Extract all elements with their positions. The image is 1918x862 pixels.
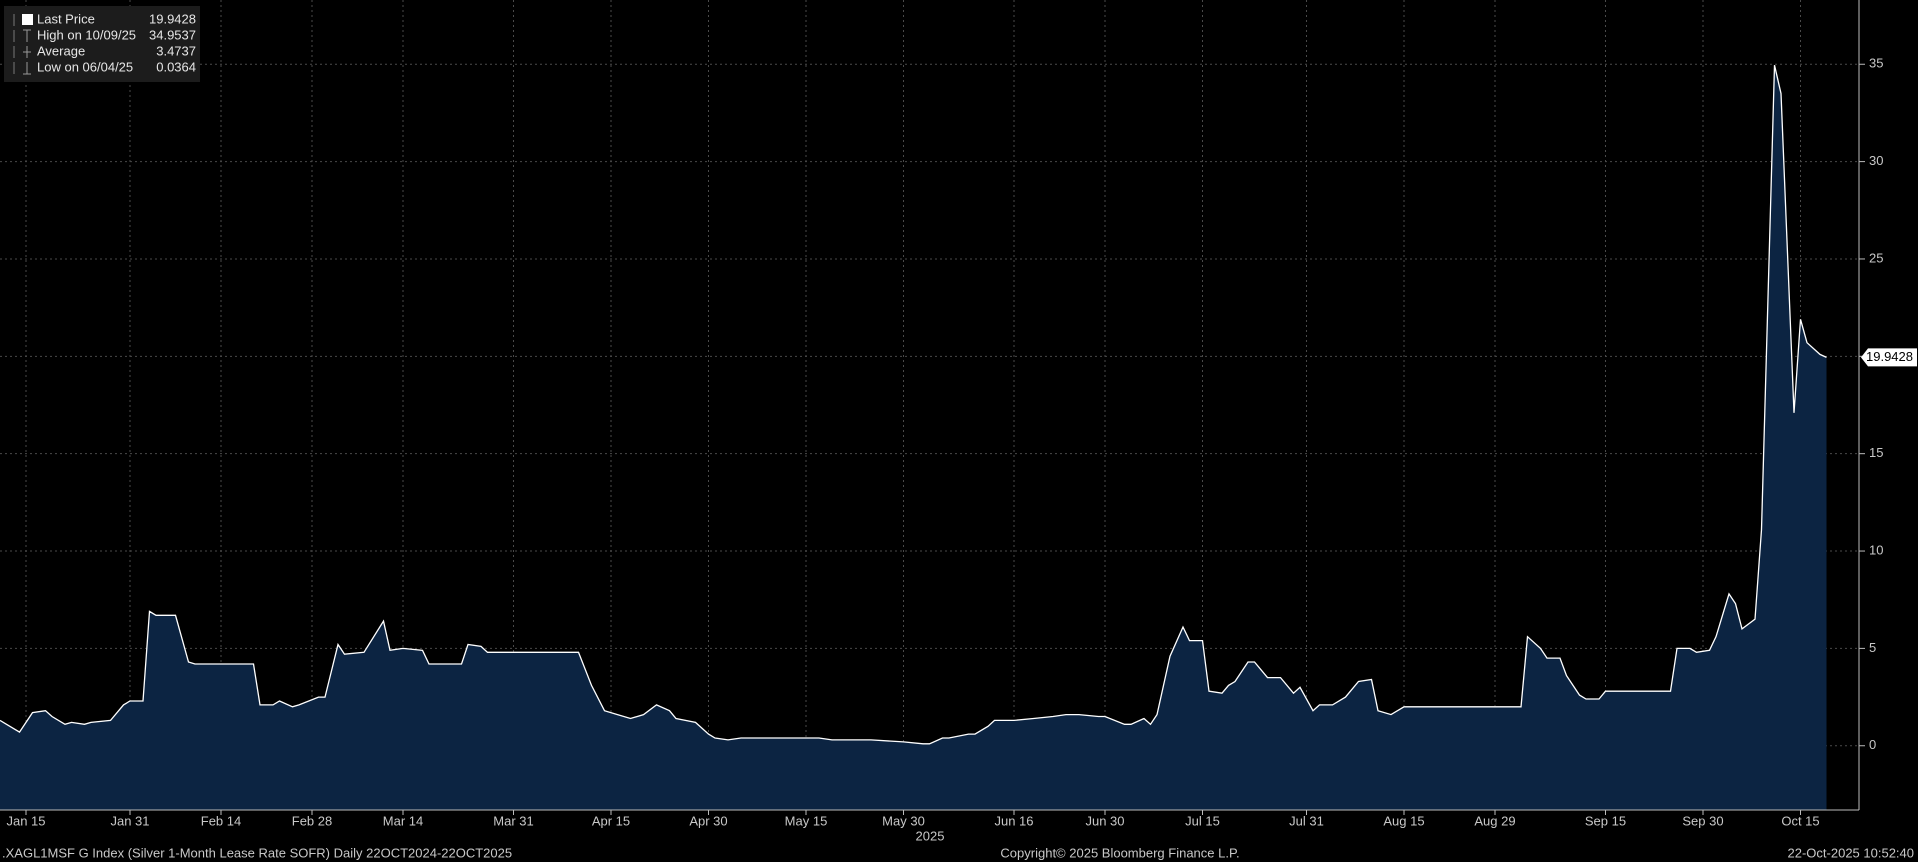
- x-tick-label: Jan 15: [6, 813, 45, 828]
- y-tick-label: 15: [1869, 445, 1883, 460]
- y-tick-label: 5: [1869, 640, 1876, 655]
- x-tick-label: May 15: [785, 813, 828, 828]
- legend-label: Last Price: [37, 11, 95, 26]
- y-tick-label: 10: [1869, 542, 1883, 557]
- legend-label: High on 10/09/25: [37, 27, 136, 42]
- x-tick-label: Feb 28: [292, 813, 332, 828]
- x-tick-label: Mar 14: [383, 813, 423, 828]
- x-tick-label: Aug 29: [1474, 813, 1515, 828]
- x-tick-label: Feb 14: [201, 813, 241, 828]
- footer-right: 22-Oct-2025 10:52:40: [1788, 845, 1914, 860]
- y-tick-label: 25: [1869, 250, 1883, 265]
- footer-left: .XAGL1MSF G Index (Silver 1-Month Lease …: [2, 845, 512, 860]
- x-tick-label: May 30: [882, 813, 925, 828]
- x-tick-label: Jan 31: [110, 813, 149, 828]
- x-tick-label: Apr 30: [689, 813, 727, 828]
- legend-value: 3.4737: [156, 43, 196, 58]
- legend-value: 0.0364: [156, 59, 196, 74]
- legend-value: 19.9428: [149, 11, 196, 26]
- y-tick-label: 0: [1869, 737, 1876, 752]
- legend: Last Price 19.9428 High on 10/09/25 34.9537…: [4, 6, 200, 82]
- footer-center: Copyright© 2025 Bloomberg Finance L.P.: [1000, 845, 1239, 860]
- x-tick-label: Sep 30: [1682, 813, 1723, 828]
- plot: [0, 65, 1827, 810]
- x-tick-label: Aug 15: [1383, 813, 1424, 828]
- last-value-label: 19.9428: [1866, 349, 1913, 364]
- legend-label: Low on 06/04/25: [37, 59, 133, 74]
- x-tick-label: Mar 31: [493, 813, 533, 828]
- area-fill: [0, 65, 1827, 810]
- x-tick-label: Jul 31: [1289, 813, 1324, 828]
- legend-swatch: [22, 14, 33, 25]
- x-tick-label: Sep 15: [1585, 813, 1626, 828]
- legend-label: Average: [37, 43, 85, 58]
- x-tick-label: Apr 15: [592, 813, 630, 828]
- x-tick-label: Jul 15: [1185, 813, 1220, 828]
- x-tick-label: Jun 30: [1085, 813, 1124, 828]
- x-tick-label: Jun 16: [994, 813, 1033, 828]
- x-tick-label: Oct 15: [1781, 813, 1819, 828]
- last-value-tag: [1861, 348, 1917, 367]
- axes: Jan 15 Jan 31 Feb 14 Feb 28 Mar 14 Mar 31 Apr …: [6, 56, 1917, 828]
- legend-value: 34.9537: [149, 27, 196, 42]
- y-tick-label: 35: [1869, 56, 1883, 71]
- legend-box: [4, 6, 200, 82]
- y-tick-label: 30: [1869, 153, 1883, 168]
- price-line: [0, 65, 1827, 745]
- x-axis-year: 2025: [916, 828, 945, 843]
